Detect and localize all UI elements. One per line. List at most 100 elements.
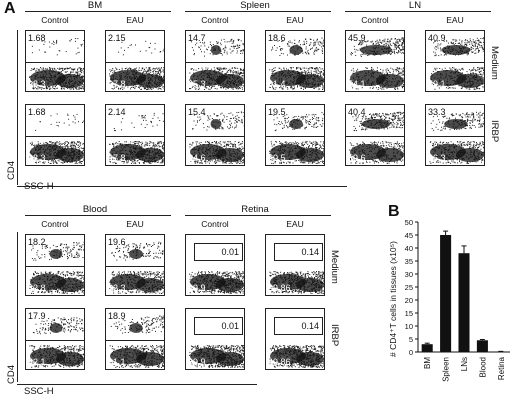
event-dot [358,44,360,45]
event-dot [84,78,85,79]
event-dot [160,68,161,70]
event-dot [71,142,72,144]
event-dot [397,69,399,71]
event-dot [222,70,224,72]
event-dot [324,75,325,76]
event-dot [215,141,217,142]
event-dot [155,68,156,70]
dense-cluster [216,74,244,88]
event-dot [483,37,484,39]
event-dot [455,68,457,70]
event-dot [74,116,76,118]
event-dot [82,75,84,77]
event-dot [404,67,405,68]
event-dot [121,129,123,131]
event-dot [59,143,61,145]
event-dot [454,68,456,70]
event-dot [151,161,153,163]
event-dot [37,69,39,71]
event-dot [56,40,58,42]
event-dot [221,71,223,73]
event-dot [242,49,244,51]
event-dot [154,161,155,163]
event-dot [478,74,480,76]
event-dot [164,83,165,84]
event-dot [313,113,315,115]
event-dot [77,147,79,148]
event-dot [37,88,39,90]
event-dot [313,45,315,47]
event-dot [49,162,51,164]
event-dot [351,81,353,83]
event-dot [148,46,150,48]
event-dot [204,86,206,88]
event-dot [231,71,233,73]
event-dot [444,54,446,55]
event-dot [238,119,239,121]
event-dot [146,71,148,73]
event-dot [197,89,199,90]
event-dot [202,69,204,71]
event-dot [240,85,242,87]
event-dot [83,87,84,88]
event-dot [220,113,222,115]
condition-column-label: Control [201,15,229,25]
event-dot [143,119,144,121]
event-dot [402,84,404,85]
event-dot [313,161,315,163]
event-dot [29,76,31,78]
event-dot [321,71,322,72]
event-dot [118,143,120,145]
event-dot [157,72,159,74]
event-dot [217,41,219,43]
event-dot [83,76,84,78]
event-dot [122,161,124,162]
event-dot [146,142,148,144]
event-dot [482,48,484,50]
event-dot [440,54,442,56]
event-dot [481,47,483,49]
event-dot [244,151,245,152]
event-dot [241,72,243,74]
event-dot [109,75,111,77]
event-dot [161,147,163,149]
event-dot [241,119,243,121]
event-dot [54,143,56,145]
event-dot [208,117,210,119]
event-dot [231,42,233,44]
event-dot [480,67,482,69]
event-dot [286,125,287,127]
event-dot [48,159,50,161]
event-dot [152,87,154,89]
event-dot [60,68,62,70]
event-dot [79,143,81,145]
event-dot [387,39,389,41]
event-dot [128,68,130,70]
event-dot [453,44,455,45]
event-dot [237,148,239,150]
event-dot [310,72,312,74]
event-dot [242,52,244,54]
event-dot [401,42,403,43]
event-dot [322,119,323,121]
event-dot [292,128,294,130]
event-dot [320,41,322,43]
event-dot [482,77,484,78]
event-dot [323,43,324,45]
event-dot [480,74,481,76]
event-dot [302,146,304,148]
event-dot [287,44,289,45]
event-dot [306,42,308,44]
event-dot [157,88,159,90]
event-dot [238,142,239,143]
event-dot [115,86,117,88]
event-dot [75,87,77,89]
event-dot [469,43,471,45]
gate-line [26,62,84,63]
event-dot [48,161,49,163]
event-dot [202,42,204,44]
event-dot [136,142,138,144]
event-dot [163,86,164,88]
flow-plot: 18.6 81.4 [265,30,325,92]
event-dot [78,67,80,69]
